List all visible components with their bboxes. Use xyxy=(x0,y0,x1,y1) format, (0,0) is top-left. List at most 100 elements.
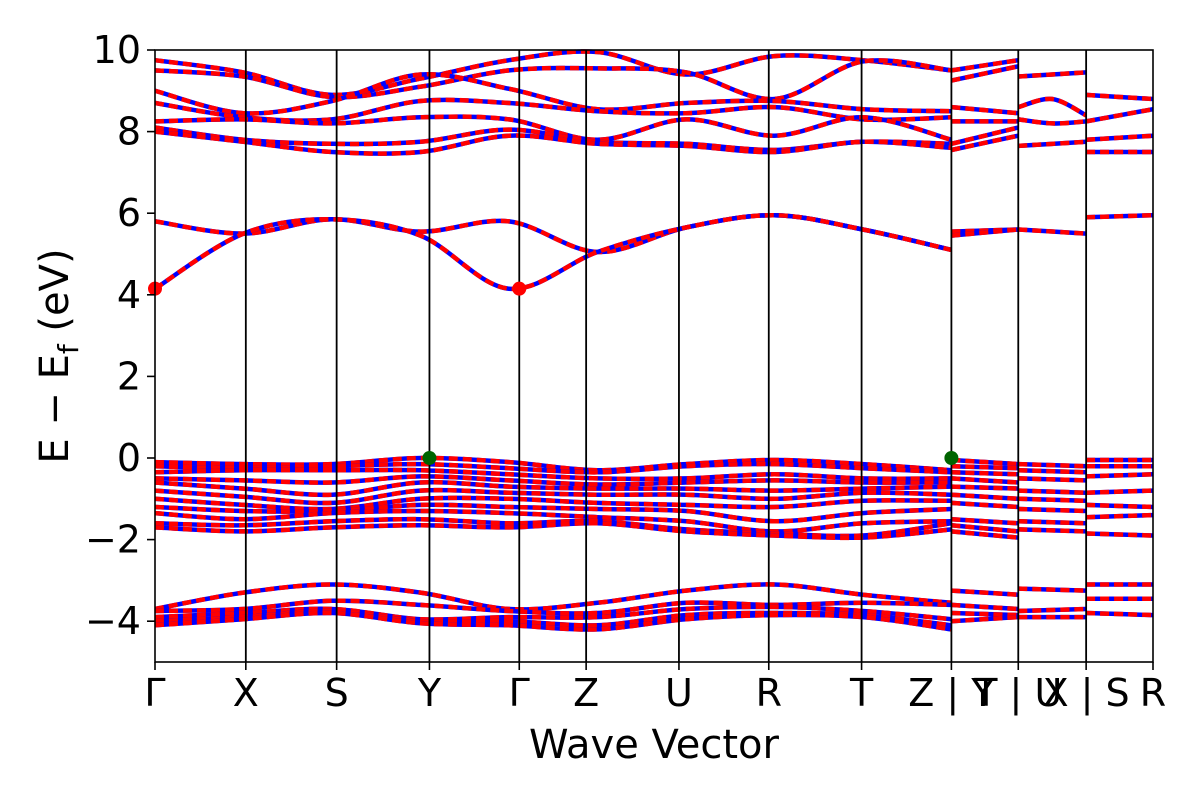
band-line-spin-up xyxy=(951,602,1019,612)
band-line-spin-up xyxy=(1018,70,1087,79)
band-line-spin-up xyxy=(1018,496,1087,504)
band-line-spin-up xyxy=(951,523,1019,534)
band-line-spin-up xyxy=(951,588,1019,597)
x-axis-label: Wave Vector xyxy=(529,722,780,768)
band-line-spin-up xyxy=(1086,512,1154,520)
band-line-spin-up xyxy=(951,104,1019,116)
x-tick-label: Γ xyxy=(144,671,165,715)
y-axis-label-unit: (eV) xyxy=(32,248,78,344)
extremum-marker xyxy=(422,451,437,465)
band-line-spin-up xyxy=(154,487,952,506)
x-tick-label: R xyxy=(756,671,782,715)
y-tick-label: −4 xyxy=(85,599,141,643)
band-line-spin-up xyxy=(1017,96,1088,118)
band-line-spin-up xyxy=(154,49,952,98)
band-line-spin-up xyxy=(1085,92,1154,102)
y-axis-label-subscript: f xyxy=(52,343,85,354)
band-line-spin-up xyxy=(154,467,952,482)
band-line-spin-up xyxy=(1018,476,1087,483)
band-line-spin-up xyxy=(154,58,952,102)
band-line-spin-up xyxy=(154,604,952,622)
y-tick-label: 4 xyxy=(117,273,141,317)
band-line-spin-up xyxy=(154,582,952,612)
band-line-spin-up xyxy=(1018,467,1087,475)
band-line-spin-up xyxy=(154,479,952,498)
band-line-spin-up xyxy=(951,57,1019,73)
band-line-spin-up xyxy=(951,227,1019,238)
band-line-spin-up xyxy=(1085,133,1154,143)
y-tick-label: 6 xyxy=(117,191,141,235)
band-line-spin-up xyxy=(154,114,952,143)
x-tick-label: T xyxy=(849,671,874,715)
band-line-spin-up xyxy=(951,516,1019,526)
band-line-spin-up xyxy=(951,484,1019,491)
band-line-spin-up xyxy=(951,500,1019,510)
band-line-spin-up xyxy=(1018,117,1087,126)
x-tick-label: X xyxy=(233,671,259,715)
band-line-spin-up xyxy=(154,502,952,524)
band-line-spin-up xyxy=(1086,610,1154,618)
band-line-spin-up xyxy=(1018,227,1087,236)
band-line-spin-up xyxy=(951,476,1019,485)
band-line-spin-up xyxy=(153,212,952,291)
band-line-spin-up xyxy=(1018,518,1087,526)
band-line-spin-up xyxy=(951,614,1019,624)
y-tick-label: 10 xyxy=(93,28,141,72)
x-tick-label: T | U xyxy=(973,671,1062,716)
band-line-spin-up xyxy=(950,133,1019,153)
band-line-spin-up xyxy=(154,129,952,156)
x-tick-label: Γ xyxy=(509,671,530,715)
bands-layer xyxy=(153,49,1154,632)
band-line-spin-up xyxy=(951,463,1019,471)
y-tick-label: 8 xyxy=(117,110,141,154)
extremum-marker xyxy=(944,451,959,465)
y-tick-label: 0 xyxy=(117,436,141,480)
band-line-spin-up xyxy=(1086,502,1154,510)
y-tick-label: 2 xyxy=(117,354,141,398)
band-line-spin-up xyxy=(1018,527,1087,534)
x-tick-label: Z | Y xyxy=(908,671,995,716)
plot-frame xyxy=(154,49,1154,663)
band-line-spin-up xyxy=(1085,106,1154,124)
band-line-spin-up xyxy=(1086,488,1154,495)
band-line-spin-up xyxy=(951,529,1019,540)
band-line-spin-up xyxy=(154,71,952,116)
band-line-spin-up xyxy=(154,474,952,487)
x-tick-label: U xyxy=(665,671,693,715)
k-point-lines xyxy=(244,50,1088,662)
y-axis-label-main: E − E xyxy=(32,354,78,464)
band-line-spin-up xyxy=(1018,506,1087,514)
band-line-spin-up xyxy=(1086,212,1154,220)
x-tick-label: Z xyxy=(573,671,599,715)
y-axis-ticks: −4 −2 0 2 4 6 8 10 xyxy=(85,28,155,643)
band-line-spin-up xyxy=(154,461,952,475)
extremum-marker xyxy=(512,281,527,296)
band-line-spin-up xyxy=(1018,139,1087,149)
band-line-spin-down xyxy=(153,212,952,291)
y-tick-label: −2 xyxy=(85,518,141,562)
band-line-spin-up xyxy=(951,492,1019,502)
x-tick-label: Y xyxy=(417,671,442,715)
band-line-spin-up xyxy=(154,610,952,632)
band-line-spin-up xyxy=(1018,488,1087,495)
band-line-spin-up xyxy=(154,508,952,534)
band-line-spin-up xyxy=(1086,472,1154,479)
band-line-spin-up xyxy=(1018,586,1087,593)
y-axis-label: E − Ef (eV) xyxy=(32,248,85,463)
band-line-spin-up xyxy=(154,455,952,473)
band-line-spin-up xyxy=(1018,461,1087,469)
band-line-spin-up xyxy=(950,125,1019,146)
band-line-spin-up xyxy=(154,520,952,541)
extrema-markers xyxy=(148,281,959,465)
band-line-spin-up xyxy=(951,610,1019,618)
x-tick-label: R xyxy=(1140,671,1166,715)
band-line-spin-up xyxy=(951,470,1019,477)
band-line-spin-up xyxy=(154,598,952,616)
band-line-spin-up xyxy=(950,64,1019,83)
band-line-spin-up xyxy=(154,495,952,512)
x-tick-label: S xyxy=(325,671,349,715)
x-tick-label: X | S xyxy=(1043,671,1130,716)
band-line-spin-up xyxy=(1086,531,1154,538)
